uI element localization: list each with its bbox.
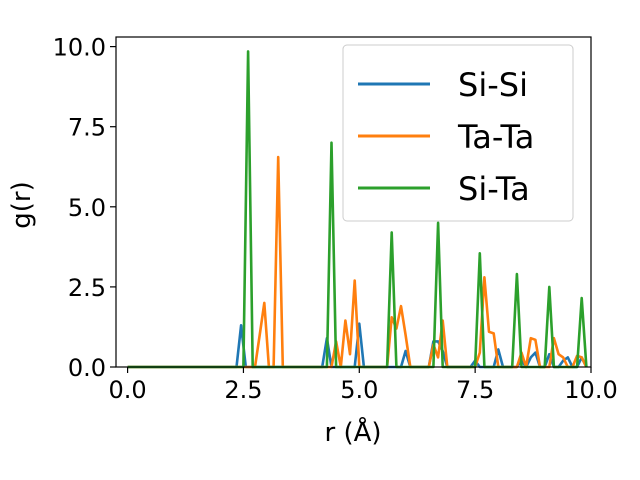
legend-frame — [342, 44, 574, 222]
y-tick-label: 10.0 — [53, 34, 106, 62]
x-axis-label: r (Å) — [324, 416, 381, 448]
plot-frame — [115, 36, 592, 368]
axes-layer: 0.0 2.5 5.0 7.5 10.0 0.0 2.5 5.0 7.5 10.0 — [53, 34, 618, 404]
y-tick-label: 7.5 — [68, 114, 106, 142]
y-axis-label: g(r) — [7, 181, 37, 228]
legend-label-si-si: Si-Si — [458, 66, 528, 104]
x-tick-label: 7.5 — [456, 376, 494, 404]
legend-label-si-ta: Si-Ta — [458, 170, 530, 208]
y-tick-label: 2.5 — [68, 274, 106, 302]
y-tick-label: 5.0 — [68, 194, 106, 222]
x-tick-label: 2.5 — [224, 376, 262, 404]
x-tick-label: 0.0 — [108, 376, 146, 404]
legend-label-ta-ta: Ta-Ta — [457, 118, 534, 156]
legend: Si-Si Ta-Ta Si-Ta — [342, 44, 574, 222]
x-tick-label: 10.0 — [564, 376, 617, 404]
y-tick-label: 0.0 — [68, 354, 106, 382]
x-tick-label: 5.0 — [340, 376, 378, 404]
